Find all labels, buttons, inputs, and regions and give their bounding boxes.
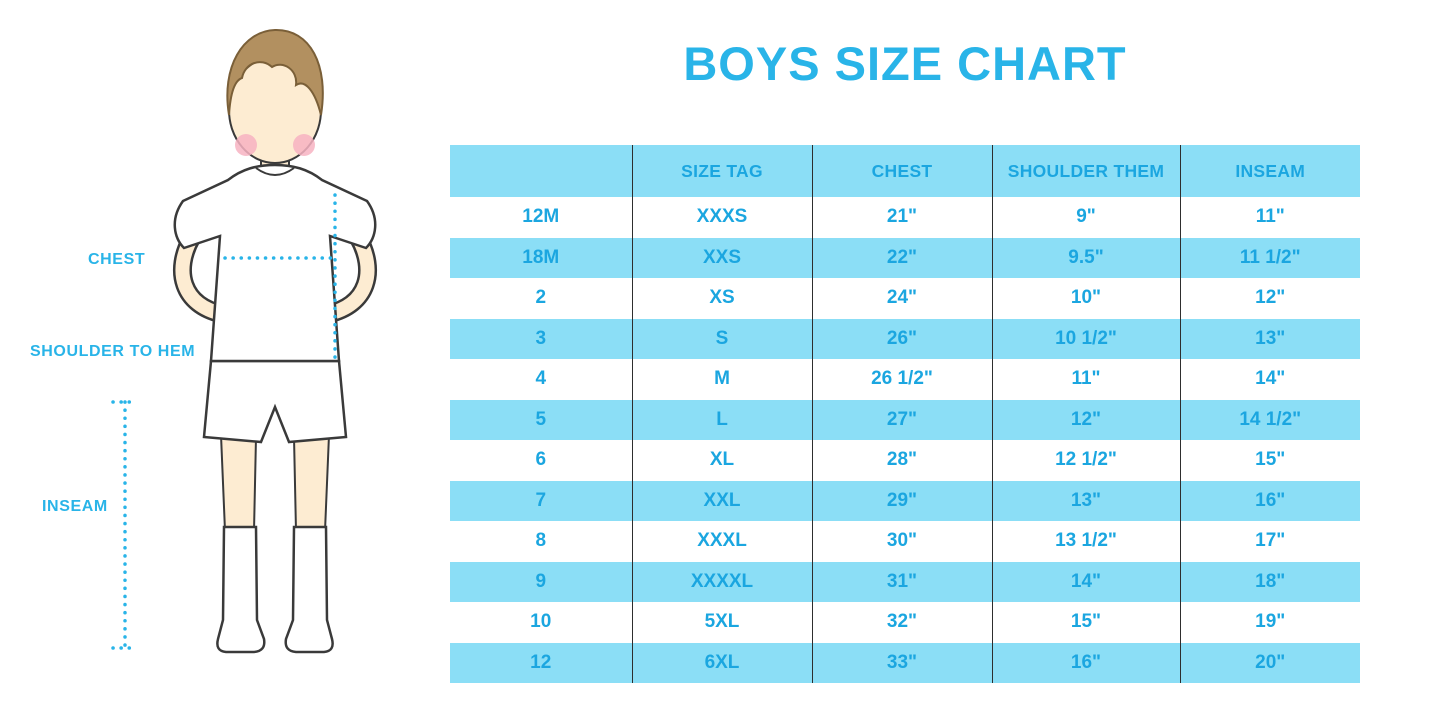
value-cell: 20" [1179, 642, 1360, 683]
value-cell: 13" [1179, 318, 1360, 359]
size-cell: 5 [450, 399, 632, 440]
value-cell: 13" [991, 480, 1180, 521]
header-size-tag: SIZE TAG [631, 145, 812, 197]
size-cell: 4 [450, 359, 632, 400]
boy-illustration [55, 15, 445, 685]
cheek-right [293, 134, 315, 156]
value-cell: XL [631, 440, 812, 481]
size-cell: 8 [450, 521, 632, 562]
size-cell: 12 [450, 642, 632, 683]
table-row: 4 M 26 1/2" 11" 14" [450, 359, 1360, 400]
value-cell: XXL [631, 480, 812, 521]
shoulder-to-hem-label: SHOULDER TO HEM [30, 343, 196, 360]
value-cell: 12" [991, 399, 1180, 440]
shorts [202, 359, 348, 444]
value-cell: XXXS [631, 197, 812, 238]
value-cell: 11" [1179, 197, 1360, 238]
value-cell: XXXL [631, 521, 812, 562]
collar [255, 167, 295, 176]
value-cell: 27" [811, 399, 992, 440]
inseam-measure-line [111, 400, 139, 650]
legs [219, 433, 331, 532]
size-cell: 18M [450, 237, 632, 278]
value-cell: 18" [1179, 561, 1360, 602]
table-row: 18M XXS 22" 9.5" 11 1/2" [450, 237, 1360, 278]
size-table-body: 12M XXXS 21" 9" 11" 18M XXS 22" 9.5" 11 1/2" 2 XS 24… [450, 197, 1360, 683]
size-cell: 7 [450, 480, 632, 521]
value-cell: 11 1/2" [1179, 237, 1360, 278]
value-cell: XS [631, 278, 812, 319]
header-size [450, 145, 632, 197]
table-row: 9 XXXXL 31" 14" 18" [450, 561, 1360, 602]
table-row: 3 S 26" 10 1/2" 13" [450, 318, 1360, 359]
value-cell: M [631, 359, 812, 400]
value-cell: 32" [811, 602, 992, 643]
size-cell: 12M [450, 197, 632, 238]
value-cell: S [631, 318, 812, 359]
value-cell: XXS [631, 237, 812, 278]
value-cell: 30" [811, 521, 992, 562]
header-shoulder: SHOULDER THEM [991, 145, 1180, 197]
size-cell: 2 [450, 278, 632, 319]
value-cell: L [631, 399, 812, 440]
table-row: 2 XS 24" 10" 12" [450, 278, 1360, 319]
size-chart-table: SIZE TAG CHEST SHOULDER THEM INSEAM 12M X… [450, 145, 1360, 683]
value-cell: 22" [811, 237, 992, 278]
value-cell: 14" [991, 561, 1180, 602]
cheek-left [235, 134, 257, 156]
socks [216, 525, 334, 654]
value-cell: 26" [811, 318, 992, 359]
header-chest: CHEST [811, 145, 992, 197]
t-shirt [173, 163, 377, 363]
value-cell: 6XL [631, 642, 812, 683]
table-row: 5 L 27" 12" 14 1/2" [450, 399, 1360, 440]
boy-figure-svg [111, 28, 377, 654]
size-cell: 3 [450, 318, 632, 359]
header-inseam: INSEAM [1179, 145, 1360, 197]
value-cell: 33" [811, 642, 992, 683]
value-cell: 13 1/2" [991, 521, 1180, 562]
value-cell: 12" [1179, 278, 1360, 319]
value-cell: 26 1/2" [811, 359, 992, 400]
value-cell: 19" [1179, 602, 1360, 643]
value-cell: 9.5" [991, 237, 1180, 278]
table-row: 12 6XL 33" 16" 20" [450, 642, 1360, 683]
table-header-row: SIZE TAG CHEST SHOULDER THEM INSEAM [450, 145, 1360, 197]
chest-label: CHEST [88, 251, 146, 268]
value-cell: 11" [991, 359, 1180, 400]
value-cell: 31" [811, 561, 992, 602]
hair [226, 28, 324, 116]
value-cell: 28" [811, 440, 992, 481]
value-cell: 14" [1179, 359, 1360, 400]
table-row: 7 XXL 29" 13" 16" [450, 480, 1360, 521]
value-cell: 17" [1179, 521, 1360, 562]
size-cell: 6 [450, 440, 632, 481]
value-cell: 9" [991, 197, 1180, 238]
size-cell: 10 [450, 602, 632, 643]
table-row: 12M XXXS 21" 9" 11" [450, 197, 1360, 238]
size-cell: 9 [450, 561, 632, 602]
value-cell: XXXXL [631, 561, 812, 602]
value-cell: 15" [1179, 440, 1360, 481]
page-title: BOYS SIZE CHART [683, 37, 1127, 90]
value-cell: 10" [991, 278, 1180, 319]
value-cell: 12 1/2" [991, 440, 1180, 481]
value-cell: 5XL [631, 602, 812, 643]
table-row: 10 5XL 32" 15" 19" [450, 602, 1360, 643]
table-row: 6 XL 28" 12 1/2" 15" [450, 440, 1360, 481]
value-cell: 21" [811, 197, 992, 238]
value-cell: 15" [991, 602, 1180, 643]
inseam-label: INSEAM [42, 498, 108, 515]
value-cell: 24" [811, 278, 992, 319]
value-cell: 16" [991, 642, 1180, 683]
value-cell: 29" [811, 480, 992, 521]
value-cell: 16" [1179, 480, 1360, 521]
table-row: 8 XXXL 30" 13 1/2" 17" [450, 521, 1360, 562]
value-cell: 14 1/2" [1179, 399, 1360, 440]
value-cell: 10 1/2" [991, 318, 1180, 359]
